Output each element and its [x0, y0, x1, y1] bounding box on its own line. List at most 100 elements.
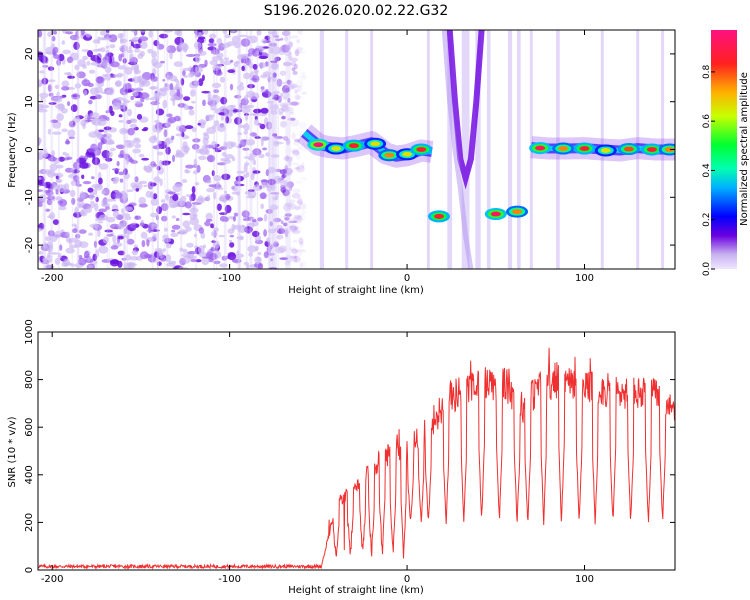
noise-speckle [79, 191, 86, 200]
noise-speckle [87, 50, 93, 58]
noise-speckle [143, 127, 149, 131]
noise-speckle [123, 262, 133, 269]
noise-speckle [218, 196, 227, 202]
noise-speckle [240, 106, 251, 114]
noise-speckle [66, 56, 74, 64]
noise-speckle [47, 31, 52, 38]
noise-speckle [173, 61, 183, 67]
noise-speckle [58, 53, 65, 62]
noise-speckle [171, 229, 176, 233]
spectral-streak [475, 30, 481, 269]
noise-speckle [242, 72, 252, 80]
noise-speckle [296, 39, 301, 44]
noise-speckle [296, 79, 304, 88]
noise-speckle [143, 166, 153, 172]
noise-speckle [45, 190, 54, 197]
blob-core [416, 147, 427, 152]
noise-speckle [280, 220, 284, 225]
noise-speckle [296, 165, 305, 173]
noise-speckle [224, 204, 232, 214]
noise-speckle [67, 75, 75, 79]
noise-speckle [270, 103, 274, 112]
noise-speckle [109, 259, 120, 267]
noise-speckle [265, 209, 274, 214]
noise-speckle [68, 120, 74, 125]
noise-speckle [149, 97, 158, 101]
noise-speckle [289, 84, 295, 90]
noise-stripe [95, 30, 98, 269]
noise-speckle [162, 99, 168, 109]
noise-speckle [261, 181, 267, 189]
noise-speckle [192, 214, 198, 217]
noise-speckle [242, 218, 252, 222]
noise-speckle [138, 203, 148, 208]
colorbar-tick-label: 0.0 [702, 262, 712, 277]
noise-speckle [207, 155, 216, 163]
noise-speckle [106, 234, 114, 237]
noise-speckle [169, 51, 173, 60]
noise-speckle [165, 262, 176, 267]
noise-speckle [280, 185, 286, 189]
blob-core [579, 146, 590, 151]
noise-speckle [258, 55, 269, 60]
noise-speckle [159, 178, 163, 187]
noise-speckle [297, 146, 302, 151]
noise-speckle [97, 118, 107, 126]
noise-speckle [135, 188, 140, 192]
noise-speckle [296, 47, 304, 51]
noise-speckle [266, 184, 273, 192]
noise-speckle [260, 89, 266, 93]
noise-speckle [239, 82, 244, 86]
noise-speckle [178, 42, 188, 49]
noise-speckle [283, 36, 289, 42]
noise-speckle [93, 240, 98, 248]
noise-speckle [164, 227, 168, 232]
noise-speckle [214, 63, 223, 68]
noise-speckle [138, 196, 146, 205]
noise-speckle [229, 242, 235, 248]
noise-speckle [283, 214, 292, 219]
noise-speckle [54, 257, 61, 265]
noise-speckle [70, 180, 77, 186]
noise-speckle [156, 43, 165, 50]
noise-speckle [81, 49, 90, 52]
noise-speckle [87, 114, 91, 123]
noise-speckle [160, 199, 166, 203]
noise-speckle [127, 108, 133, 117]
noise-speckle [216, 203, 222, 211]
blob-core [348, 143, 359, 149]
noise-speckle [282, 84, 290, 94]
noise-stripe [57, 30, 60, 269]
noise-speckle [287, 83, 298, 89]
blob-core [434, 214, 445, 219]
snr-xtick-label: 100 [575, 574, 594, 585]
noise-speckle [127, 127, 135, 136]
noise-stripe [273, 30, 276, 269]
noise-speckle [244, 191, 252, 195]
noise-speckle [188, 109, 195, 116]
noise-speckle [222, 30, 228, 35]
noise-speckle [112, 168, 120, 171]
noise-speckle [126, 49, 134, 54]
blob-core [331, 146, 342, 151]
noise-speckle [281, 174, 287, 179]
noise-speckle [48, 102, 57, 105]
noise-speckle [113, 209, 119, 219]
noise-speckle [184, 125, 194, 130]
noise-speckle [163, 30, 174, 33]
spectral-streak [507, 30, 513, 269]
spectral-streak [517, 30, 521, 269]
noise-speckle [210, 103, 217, 111]
noise-speckle [88, 232, 94, 236]
noise-speckle [56, 113, 64, 122]
blob-core [402, 151, 413, 157]
noise-speckle [126, 233, 130, 241]
noise-speckle [272, 196, 278, 201]
noise-speckle [289, 247, 297, 252]
noise-speckle [135, 100, 142, 105]
noise-speckle [104, 66, 112, 73]
noise-speckle [264, 89, 269, 94]
noise-speckle [150, 212, 158, 218]
noise-speckle [61, 128, 68, 133]
